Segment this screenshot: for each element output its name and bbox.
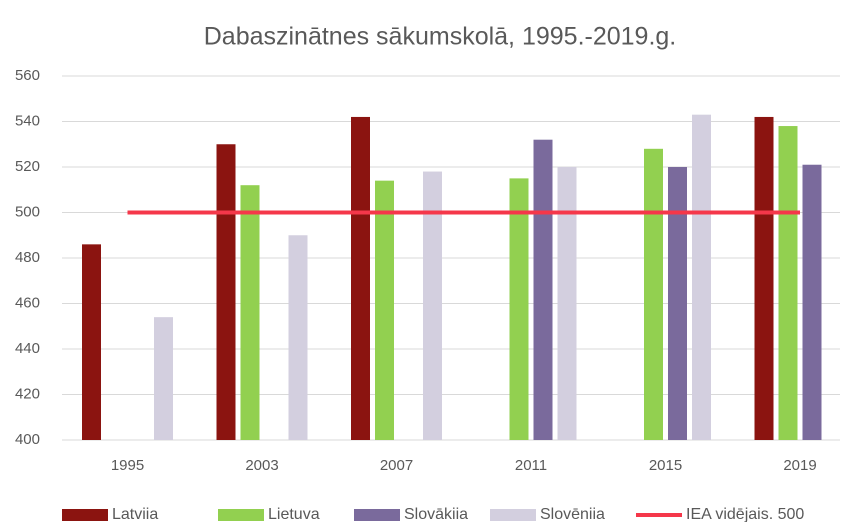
legend-label: Latviia xyxy=(112,506,158,522)
y-tick-label: 540 xyxy=(15,112,40,129)
bar xyxy=(288,235,308,440)
y-tick-label: 560 xyxy=(15,67,40,84)
legend-label: Slovēniia xyxy=(540,506,605,522)
x-tick-label: 2003 xyxy=(245,457,278,474)
x-tick-label: 2007 xyxy=(380,457,413,474)
y-tick-label: 420 xyxy=(15,385,40,402)
bar xyxy=(423,171,442,441)
bar xyxy=(216,144,236,440)
bar xyxy=(754,116,774,440)
bar xyxy=(692,114,711,441)
chart-title: Dabaszinātnes sākumskolā, 1995.-2019.g. xyxy=(204,23,677,51)
bar xyxy=(557,167,577,440)
bar xyxy=(644,148,663,441)
bar xyxy=(778,126,798,441)
bar xyxy=(240,185,260,440)
bar xyxy=(154,317,173,440)
bar xyxy=(668,167,687,440)
bar xyxy=(351,116,370,440)
bar xyxy=(375,180,394,440)
x-tick-label: 2019 xyxy=(783,457,816,474)
legend-swatch xyxy=(218,509,264,521)
y-tick-label: 500 xyxy=(15,203,40,220)
bar xyxy=(509,178,529,440)
x-tick-label: 2011 xyxy=(515,457,547,474)
legend-label: Lietuva xyxy=(268,506,320,522)
legend-swatch xyxy=(62,509,108,521)
legend-label: IEA vidējais. 500 xyxy=(686,506,804,522)
legend-swatch xyxy=(354,509,400,521)
y-tick-label: 520 xyxy=(15,158,40,175)
y-tick-label: 400 xyxy=(15,431,40,448)
y-tick-label: 460 xyxy=(15,294,40,311)
bar xyxy=(533,139,553,440)
y-tick-label: 480 xyxy=(15,249,40,266)
bar xyxy=(802,164,822,440)
x-tick-label: 1995 xyxy=(111,457,144,474)
legend-label: Slovākiia xyxy=(404,506,468,522)
y-tick-label: 440 xyxy=(15,340,40,357)
bar xyxy=(82,244,101,440)
x-tick-label: 2015 xyxy=(649,457,682,474)
legend-swatch xyxy=(490,509,536,521)
